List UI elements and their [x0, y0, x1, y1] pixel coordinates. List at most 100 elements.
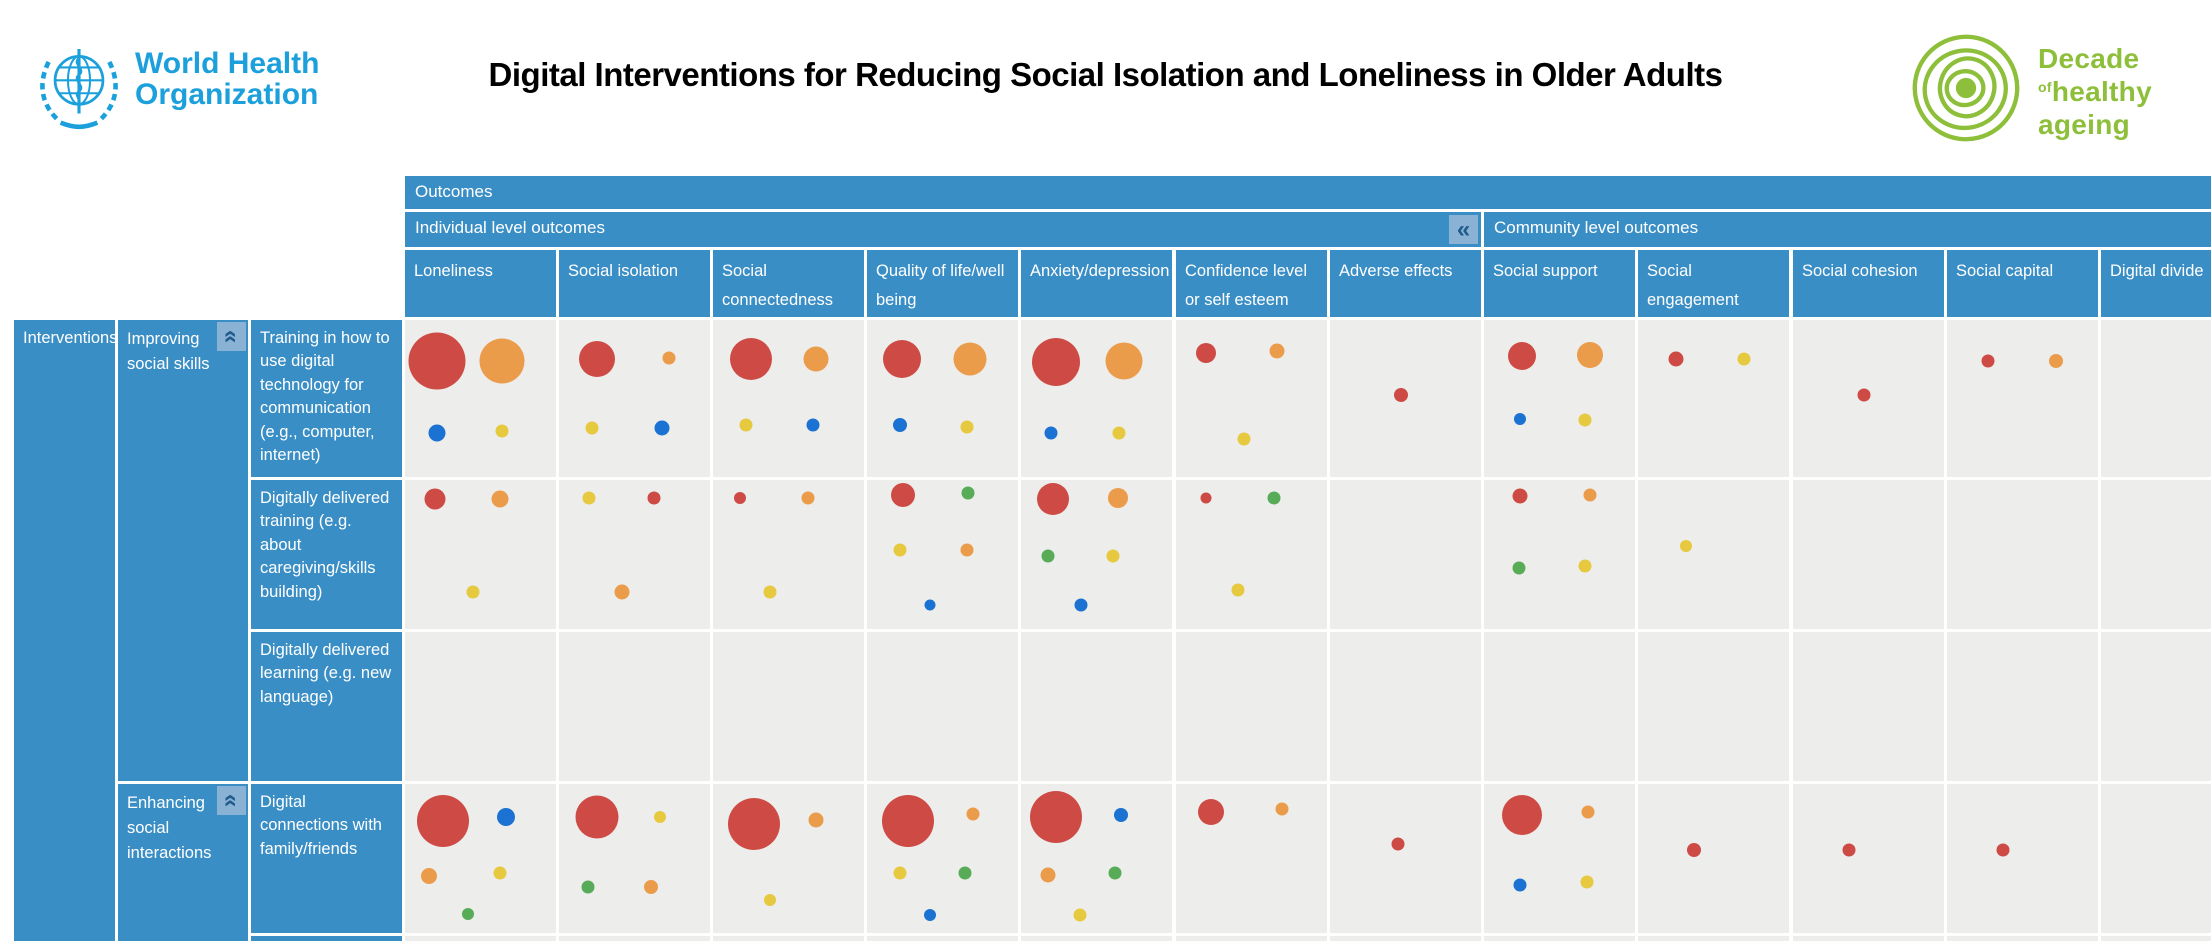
matrix-cell [405, 320, 556, 477]
bubble-red[interactable] [1981, 354, 1995, 368]
bubble-yellow[interactable] [1106, 549, 1120, 563]
bubble-orange[interactable] [1581, 805, 1595, 819]
bubble-red[interactable] [881, 795, 934, 848]
bubble-blue[interactable] [1074, 598, 1088, 612]
matrix-cell [1947, 936, 2098, 941]
bubble-red[interactable] [408, 332, 466, 390]
bubble-blue[interactable] [893, 418, 908, 433]
bubble-blue[interactable] [1044, 426, 1058, 440]
bubble-green[interactable] [1512, 561, 1526, 575]
bubble-red[interactable] [1197, 799, 1224, 826]
bubble-blue[interactable] [924, 909, 937, 922]
bubble-yellow[interactable] [763, 585, 777, 599]
bubble-red[interactable] [882, 340, 921, 379]
bubble-red[interactable] [891, 482, 916, 507]
bubble-blue[interactable] [924, 599, 936, 611]
bubble-yellow[interactable] [1680, 539, 1693, 552]
bubble-red[interactable] [647, 491, 661, 505]
bubble-yellow[interactable] [1580, 875, 1594, 889]
bubble-orange[interactable] [1269, 343, 1285, 359]
bubble-yellow[interactable] [960, 420, 974, 434]
bubble-blue[interactable] [1514, 412, 1527, 425]
bubble-red[interactable] [1686, 842, 1701, 857]
bubble-red[interactable] [416, 795, 469, 848]
bubble-orange[interactable] [808, 812, 824, 828]
bubble-yellow[interactable] [1231, 583, 1245, 597]
bubble-blue[interactable] [654, 420, 670, 436]
bubble-red[interactable] [1857, 388, 1871, 402]
bubble-orange[interactable] [1583, 488, 1597, 502]
bubble-red[interactable] [1996, 843, 2010, 857]
bubble-red[interactable] [729, 338, 772, 381]
bubble-red[interactable] [1668, 351, 1684, 367]
bubble-red[interactable] [1512, 488, 1528, 504]
bubble-red[interactable] [1036, 483, 1069, 516]
bubble-orange[interactable] [644, 879, 659, 894]
bubble-red[interactable] [424, 488, 446, 510]
bubble-blue[interactable] [497, 807, 516, 826]
bubble-blue[interactable] [806, 418, 820, 432]
collapse-individual-outcomes-button[interactable]: « [1449, 215, 1478, 244]
bubble-yellow[interactable] [1578, 413, 1592, 427]
bubble-red[interactable] [1393, 388, 1408, 403]
bubble-orange[interactable] [1040, 867, 1056, 883]
bubble-orange[interactable] [421, 868, 438, 885]
bubble-red[interactable] [1029, 790, 1082, 843]
bubble-red[interactable] [1507, 342, 1536, 371]
bubble-orange[interactable] [953, 342, 987, 376]
bubble-yellow[interactable] [495, 424, 509, 438]
bubble-yellow[interactable] [893, 866, 907, 880]
bubble-orange[interactable] [1576, 341, 1603, 368]
bubble-red[interactable] [734, 491, 747, 504]
bubble-red[interactable] [1501, 795, 1542, 836]
bubble-blue[interactable] [428, 424, 446, 442]
bubble-orange[interactable] [960, 543, 974, 557]
bubble-red[interactable] [1200, 492, 1212, 504]
bubble-orange[interactable] [1275, 802, 1289, 816]
bubble-orange[interactable] [662, 351, 676, 365]
collapse-group-button[interactable]: « [217, 786, 246, 815]
bubble-orange[interactable] [803, 346, 829, 372]
bubble-red[interactable] [578, 341, 615, 378]
bubble-red[interactable] [1842, 843, 1856, 857]
bubble-yellow[interactable] [1578, 559, 1592, 573]
bubble-orange[interactable] [614, 584, 630, 600]
bubble-yellow[interactable] [466, 585, 480, 599]
column-header-social-capital: Social capital [1947, 250, 2098, 317]
bubble-orange[interactable] [1107, 487, 1128, 508]
bubble-orange[interactable] [491, 490, 509, 508]
bubble-green[interactable] [1267, 491, 1281, 505]
bubble-yellow[interactable] [739, 418, 753, 432]
bubble-green[interactable] [1108, 866, 1122, 880]
bubble-yellow[interactable] [582, 491, 596, 505]
bubble-green[interactable] [462, 907, 475, 920]
bubble-red[interactable] [727, 798, 780, 851]
bubble-blue[interactable] [1113, 808, 1128, 823]
bubble-blue[interactable] [1513, 878, 1527, 892]
bubble-red[interactable] [1391, 837, 1405, 851]
bubble-yellow[interactable] [654, 810, 667, 823]
bubble-red[interactable] [575, 795, 619, 839]
bubble-orange[interactable] [2048, 353, 2063, 368]
bubble-yellow[interactable] [1237, 432, 1251, 446]
bubble-red[interactable] [1196, 342, 1217, 363]
bubble-yellow[interactable] [585, 421, 599, 435]
bubble-green[interactable] [581, 880, 595, 894]
bubble-red[interactable] [1031, 338, 1080, 387]
bubble-yellow[interactable] [493, 866, 507, 880]
collapse-group-button[interactable]: « [217, 322, 246, 351]
bubble-orange[interactable] [801, 491, 815, 505]
bubble-yellow[interactable] [1112, 426, 1126, 440]
bubble-yellow[interactable] [893, 543, 907, 557]
bubble-orange[interactable] [479, 338, 525, 384]
bubble-green[interactable] [1041, 549, 1055, 563]
bubble-green[interactable] [958, 866, 972, 880]
bubble-yellow[interactable] [1737, 352, 1751, 366]
bubble-yellow[interactable] [764, 894, 777, 907]
bubble-orange[interactable] [966, 807, 980, 821]
bubble-yellow[interactable] [1073, 908, 1087, 922]
matrix-cell [1021, 784, 1172, 933]
bubble-green[interactable] [961, 486, 975, 500]
who-wordmark: World Health Organization [135, 48, 319, 111]
bubble-orange[interactable] [1105, 342, 1143, 380]
